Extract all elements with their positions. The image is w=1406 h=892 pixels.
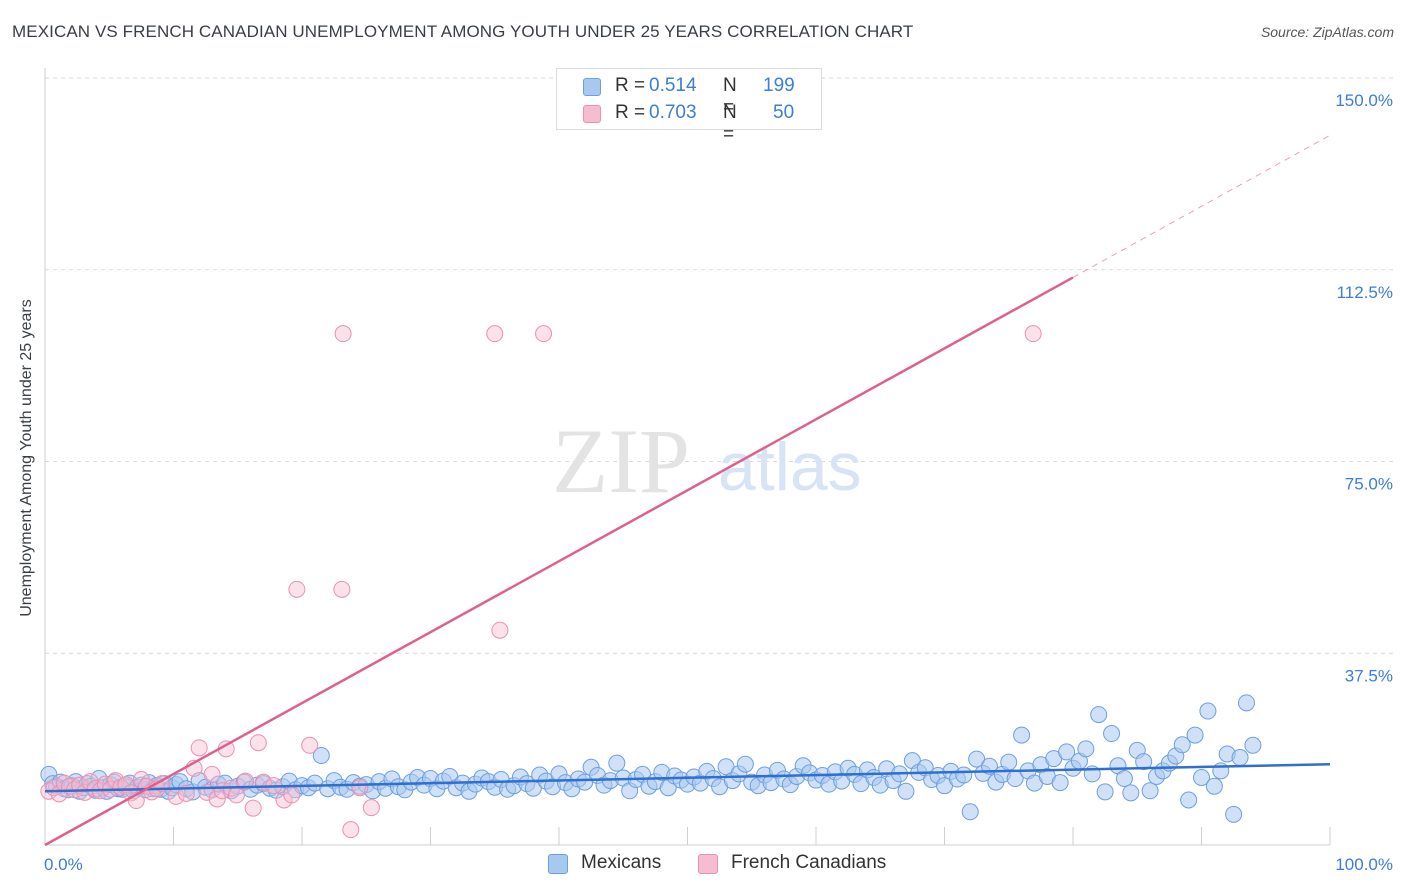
french-canadians-point — [244, 799, 262, 817]
watermark-atlas: atlas — [718, 429, 862, 505]
mexicans-point — [1122, 784, 1140, 802]
mexicans-swatch — [583, 78, 601, 96]
y-tick-label: 112.5% — [1337, 283, 1393, 302]
french-canadians-point — [334, 325, 352, 343]
chart-title: MEXICAN VS FRENCH CANADIAN UNEMPLOYMENT … — [12, 22, 914, 41]
stats-legend: R = 0.514 N = 199 R = 0.703 N = 50 — [556, 68, 822, 145]
y-tick-label: 75.0% — [1345, 475, 1393, 494]
mexicans-point — [717, 758, 735, 776]
legend-r-value: 0.703 — [649, 102, 697, 123]
mexicans-point — [897, 782, 915, 800]
mexicans-point — [1244, 736, 1262, 754]
mexicans-point — [1090, 706, 1108, 724]
french-canadians-point — [249, 734, 267, 752]
mexicans-point — [736, 755, 754, 773]
french-canadians-point — [486, 325, 504, 343]
french-canadians-point — [351, 779, 369, 797]
mexicans-legend-swatch — [548, 854, 568, 874]
trend-lines — [44, 134, 1331, 847]
mexicans-point — [312, 747, 330, 765]
french-canadians-point — [283, 786, 301, 804]
french-canadians-point — [203, 765, 221, 783]
mexicans-point — [1237, 694, 1255, 712]
french-canadians-point — [190, 739, 208, 757]
legend-n-label: N = — [723, 75, 737, 118]
french-canadians-point — [112, 778, 130, 796]
mexicans-legend-label: Mexicans — [581, 852, 662, 873]
legend-r-label: R = — [615, 75, 646, 96]
legend-r-label: R = — [615, 102, 646, 123]
mexicans-point — [968, 750, 986, 768]
french-canadians-point — [301, 736, 319, 754]
source-label: Source: ZipAtlas.com — [1260, 24, 1394, 40]
grid-layer — [45, 77, 1395, 654]
mexicans-point — [1077, 740, 1095, 758]
legend-r-value: 0.514 — [649, 75, 697, 96]
mexicans-trend-line — [44, 762, 1331, 793]
french-canadians-point — [236, 772, 254, 790]
french-canadians-point — [342, 821, 360, 839]
french-canadians-point — [333, 580, 351, 598]
french-canadians-swatch — [583, 105, 601, 123]
french-canadians-trend-extension — [1072, 134, 1331, 278]
french-canadians-legend-label: French Canadians — [731, 852, 887, 873]
french-canadians-point — [491, 621, 509, 639]
mexicans-point — [961, 803, 979, 821]
mexicans-point — [1199, 702, 1217, 720]
mexicans-point — [1096, 783, 1114, 801]
mexicans-point — [1173, 736, 1191, 754]
mexicans-point — [1186, 726, 1204, 744]
french-canadians-point — [227, 786, 245, 804]
y-tick-label: 150.0% — [1335, 91, 1393, 110]
mexicans-point — [955, 766, 973, 784]
mexicans-point — [1000, 753, 1018, 771]
legend-n-label: N = — [723, 102, 737, 145]
legend-n-value: 199 — [763, 75, 795, 96]
french-canadians-point — [208, 790, 226, 808]
mexicans-point — [608, 754, 626, 772]
french-canadians-legend-swatch — [698, 854, 718, 874]
legend-n-value: 50 — [773, 102, 795, 123]
mexicans-point — [1225, 805, 1243, 823]
watermark-zip: ZIP — [552, 410, 690, 512]
mexicans-point — [1193, 769, 1210, 787]
mexicans-point — [1141, 782, 1159, 800]
french-canadians-trend-line — [44, 276, 1074, 847]
mexicans-point — [1231, 749, 1249, 767]
mexicans-point — [1115, 770, 1133, 788]
x-tick-label: 100.0% — [1335, 855, 1393, 874]
x-tick-label: 0.0% — [44, 855, 83, 874]
mexicans-point — [1051, 774, 1069, 792]
french-canadians-points — [40, 325, 1042, 839]
mexicans-point — [1058, 743, 1076, 761]
mexicans-point — [1180, 791, 1198, 809]
axis-layer — [44, 68, 1331, 846]
tick-labels: 37.5% 75.0% 112.5% 150.0% 0.0% 100.0% — [44, 91, 1393, 874]
mexicans-point — [1135, 753, 1153, 771]
mexicans-point — [1205, 777, 1223, 795]
french-canadians-point — [288, 580, 306, 598]
mexicans-point — [1103, 725, 1121, 743]
french-canadians-point — [362, 799, 380, 817]
y-axis-title: Unemployment Among Youth under 25 years — [18, 299, 35, 617]
french-canadians-point — [1024, 325, 1042, 343]
mexicans-point — [1013, 726, 1031, 744]
watermark: ZIP atlas — [552, 410, 862, 512]
french-canadians-point — [535, 325, 553, 343]
y-tick-label: 37.5% — [1345, 666, 1393, 685]
